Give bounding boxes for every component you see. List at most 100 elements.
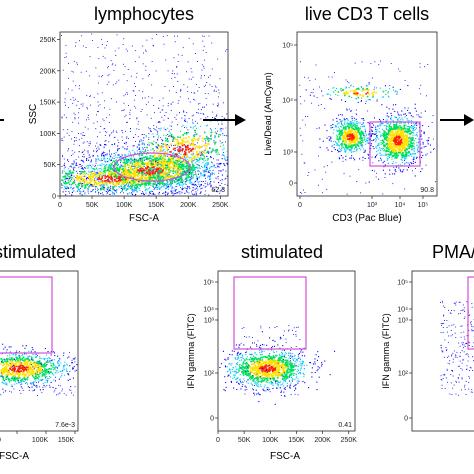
cell-event-dot (101, 153, 103, 155)
cell-event-dot (111, 181, 113, 183)
cell-event-dot (69, 166, 71, 168)
cell-event-dot (145, 177, 148, 179)
cell-event-dot (368, 142, 370, 144)
cell-event-dot (77, 188, 79, 190)
cell-event-dot (133, 159, 136, 162)
cell-event-dot (396, 133, 398, 135)
cell-event-dot (197, 173, 199, 175)
cell-event-dot (138, 144, 140, 146)
cell-event-dot (176, 66, 177, 68)
cell-event-dot (187, 179, 189, 181)
cell-event-dot (405, 154, 407, 156)
cell-event-dot (133, 156, 135, 158)
cell-event-dot (120, 175, 123, 178)
cell-event-dot (150, 174, 153, 176)
cell-event-dot (106, 161, 108, 163)
cell-event-dot (185, 161, 187, 163)
cell-event-dot (110, 176, 113, 178)
cell-event-dot (196, 167, 198, 169)
cell-event-dot (97, 188, 99, 190)
cell-event-dot (401, 146, 403, 148)
cell-event-dot (184, 156, 185, 158)
cell-event-dot (183, 180, 185, 182)
cell-event-dot (131, 193, 133, 195)
cell-event-dot (385, 132, 388, 134)
cell-event-dot (169, 151, 170, 153)
cell-event-dot (361, 146, 363, 148)
cell-event-dot (121, 172, 123, 174)
cell-event-dot (185, 181, 187, 183)
cell-event-dot (372, 126, 374, 128)
cell-event-dot (107, 188, 109, 190)
cell-event-dot (373, 133, 375, 135)
cell-event-dot (356, 114, 358, 116)
cell-event-dot (163, 155, 166, 158)
cell-event-dot (173, 57, 175, 59)
cell-event-dot (213, 158, 214, 160)
cell-event-dot (206, 104, 207, 106)
cell-event-dot (195, 193, 197, 194)
cell-event-dot (105, 167, 107, 169)
cell-event-dot (87, 117, 89, 118)
cell-event-dot (341, 132, 344, 134)
cell-event-dot (201, 75, 202, 77)
cell-event-dot (152, 143, 154, 146)
cell-event-dot (96, 171, 98, 173)
cell-event-dot (108, 179, 110, 181)
cell-event-dot (376, 135, 378, 137)
cell-event-dot (126, 189, 128, 191)
cell-event-dot (157, 166, 160, 168)
cell-event-dot (406, 156, 408, 158)
cell-event-dot (373, 117, 375, 119)
cell-event-dot (148, 176, 151, 179)
cell-event-dot (140, 150, 142, 152)
cell-event-dot (300, 61, 301, 63)
cell-event-dot (80, 179, 82, 181)
cell-event-dot (145, 65, 147, 67)
cell-event-dot (193, 98, 194, 100)
cell-event-dot (79, 173, 82, 175)
cell-event-dot (193, 183, 195, 185)
cell-event-dot (130, 128, 131, 130)
cell-event-dot (193, 156, 195, 159)
cell-event-dot (405, 158, 407, 160)
cell-event-dot (150, 164, 152, 167)
cell-event-dot (388, 157, 390, 159)
cell-event-dot (389, 169, 391, 171)
cell-event-dot (78, 151, 80, 153)
cell-event-dot (97, 105, 99, 107)
cell-event-dot (152, 182, 154, 184)
cell-event-dot (348, 139, 350, 142)
cell-event-dot (301, 153, 303, 155)
cell-event-dot (177, 136, 179, 138)
cell-event-dot (378, 142, 380, 144)
cell-event-dot (304, 162, 306, 164)
cell-event-dot (79, 40, 80, 42)
cell-event-dot (181, 162, 184, 164)
cell-event-dot (103, 159, 105, 161)
cell-event-dot (188, 157, 190, 159)
cell-event-dot (196, 177, 198, 179)
cell-event-dot (175, 92, 177, 93)
cell-event-dot (103, 156, 105, 158)
cell-event-dot (400, 119, 402, 121)
cell-event-dot (365, 85, 367, 87)
cell-event-dot (90, 180, 92, 182)
cell-event-dot (202, 162, 204, 164)
cell-event-dot (346, 147, 349, 149)
cell-event-dot (177, 180, 179, 182)
cell-event-dot (134, 61, 136, 63)
cell-event-dot (121, 178, 124, 180)
cell-event-dot (127, 93, 128, 95)
cell-event-dot (214, 149, 217, 152)
cell-event-dot (211, 162, 213, 164)
cell-event-dot (193, 114, 194, 116)
cell-event-dot (151, 193, 153, 195)
cell-event-dot (376, 129, 378, 131)
cell-event-dot (226, 184, 228, 186)
cell-event-dot (193, 185, 195, 186)
cell-event-dot (107, 169, 110, 172)
cell-event-dot (63, 188, 65, 190)
cell-event-dot (108, 163, 110, 165)
cell-event-dot (134, 175, 136, 178)
